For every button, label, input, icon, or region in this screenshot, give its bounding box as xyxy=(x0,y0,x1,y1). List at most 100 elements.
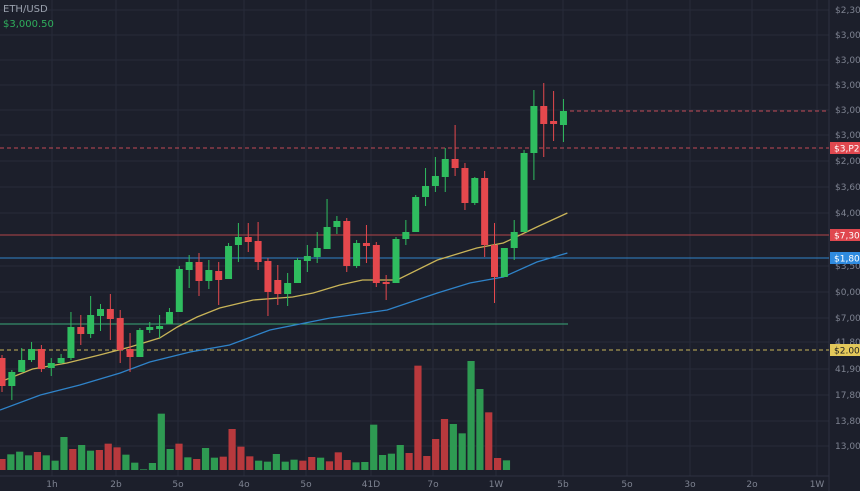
time-axis-label: 2b xyxy=(110,480,122,490)
volume-bar xyxy=(423,456,431,470)
volume-bar xyxy=(24,455,33,470)
candle-body xyxy=(28,349,36,360)
volume-bar xyxy=(352,462,360,470)
volume-bar xyxy=(131,462,139,470)
candle xyxy=(195,253,203,296)
candle-body xyxy=(343,221,351,266)
candle-body xyxy=(205,270,213,281)
candle xyxy=(520,150,528,232)
price-axis-label: 13,800 xyxy=(835,417,860,427)
volume-bar xyxy=(290,459,298,470)
volume-bar xyxy=(494,458,502,470)
candle-body xyxy=(37,349,45,369)
candle xyxy=(550,91,558,141)
time-axis-label: 5o xyxy=(172,480,184,490)
time-axis-label: 1W xyxy=(489,480,504,490)
candle xyxy=(343,218,351,272)
time-axis-label: 3o xyxy=(684,480,696,490)
candle-body xyxy=(303,256,311,261)
candle xyxy=(77,315,85,345)
candle xyxy=(323,199,331,249)
candle-body xyxy=(510,232,518,248)
price-level-badge: $3,P20 xyxy=(830,142,860,155)
volume-bar xyxy=(201,448,210,470)
candle-body xyxy=(461,168,469,203)
volume-bar xyxy=(396,445,404,470)
volume-bar xyxy=(485,412,493,470)
candle xyxy=(106,294,114,340)
candle xyxy=(57,354,65,364)
candle xyxy=(0,355,6,392)
candle xyxy=(136,328,144,357)
price-axis-label: $4,000 xyxy=(835,209,860,219)
price-level-badge-bg xyxy=(830,229,860,241)
volume-bar xyxy=(255,460,263,470)
volume-bar xyxy=(7,454,15,470)
candle-body xyxy=(0,358,6,386)
candle xyxy=(353,240,361,268)
time-axis-label: 5b xyxy=(557,480,569,490)
price-axis-label: $0,000 xyxy=(835,288,860,298)
candle xyxy=(540,83,548,157)
candle-body xyxy=(244,237,252,242)
candle-body xyxy=(294,260,301,283)
candle xyxy=(37,345,45,372)
time-axis-label: 5o xyxy=(300,480,312,490)
candle xyxy=(165,308,173,324)
price-level-badge-label: $3,P20 xyxy=(834,145,860,155)
candle-body xyxy=(146,327,154,330)
price-level-badge-label: $7,300 xyxy=(834,232,860,242)
price-axis-label: 13,000 xyxy=(835,442,860,452)
candle-body xyxy=(215,271,223,280)
candle xyxy=(559,99,567,142)
volume-bar xyxy=(184,457,192,470)
price-level-badge: $1,800 xyxy=(830,252,860,265)
candle xyxy=(156,315,164,338)
price-axis-label: 41,900 xyxy=(835,365,860,375)
volume-bar xyxy=(458,433,466,470)
candle xyxy=(372,242,380,287)
candle xyxy=(382,275,390,300)
price-level-badge: $2.00 xyxy=(830,344,860,357)
price-axis-label: $3,600 xyxy=(835,183,860,193)
candle-body xyxy=(540,106,548,124)
moving-average-fast-line xyxy=(4,212,568,381)
volume-bar xyxy=(334,452,342,470)
candle-body xyxy=(284,283,292,294)
volume-bar xyxy=(157,413,165,470)
moving-average-slow-line xyxy=(0,252,568,411)
time-axis-label: 1W xyxy=(810,480,825,490)
volume-bar xyxy=(449,424,457,470)
candle-body xyxy=(481,178,489,245)
volume-bar xyxy=(387,453,395,470)
candle-body xyxy=(362,243,370,246)
volume-bar xyxy=(272,454,280,470)
candle-body xyxy=(353,243,361,266)
candle xyxy=(412,195,420,232)
candle xyxy=(392,237,400,283)
price-level-badge: $7,300 xyxy=(830,229,860,242)
candle-body xyxy=(87,315,95,334)
volume-bar xyxy=(51,460,59,470)
candle-body xyxy=(195,262,203,281)
time-axis-label: 7o xyxy=(427,480,439,490)
volume-bar xyxy=(502,460,511,470)
candle-body xyxy=(491,245,498,277)
candle-body xyxy=(530,106,538,153)
price-level-badge-label: $2.00 xyxy=(834,347,860,357)
candle xyxy=(431,157,439,192)
candle-body xyxy=(471,178,479,203)
candle xyxy=(87,296,95,338)
volume-bar xyxy=(33,452,41,470)
candle xyxy=(244,223,252,252)
candle xyxy=(461,163,469,210)
price-level-badge-bg xyxy=(830,142,860,154)
volume-bar xyxy=(148,463,157,470)
candle-body xyxy=(382,282,390,284)
candle-body xyxy=(559,111,567,125)
candle xyxy=(254,222,262,270)
candle-body xyxy=(422,186,430,197)
candle-body xyxy=(550,121,558,124)
candle xyxy=(67,312,75,360)
